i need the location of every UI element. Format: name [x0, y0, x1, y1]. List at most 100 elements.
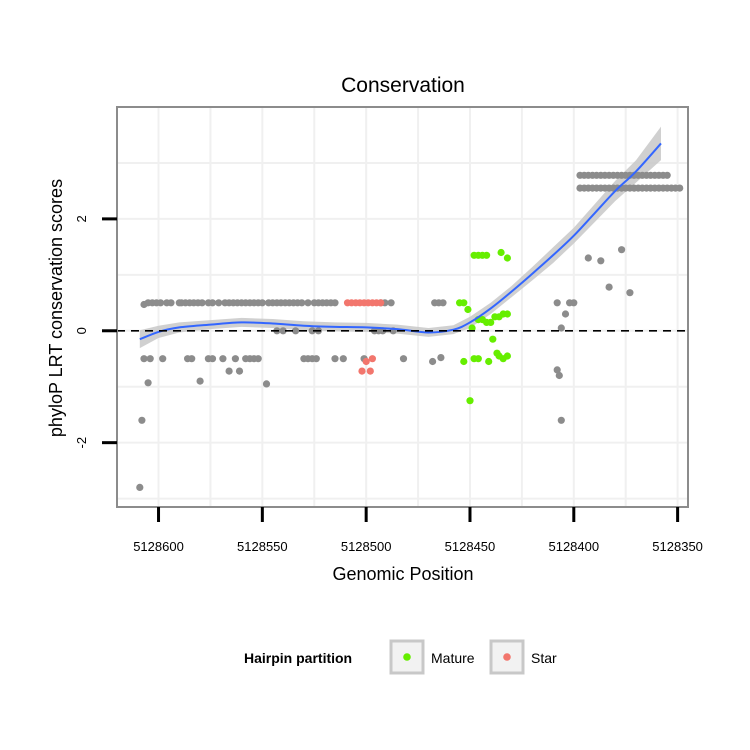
data-point-other [146, 355, 154, 363]
data-point-other [219, 355, 227, 363]
data-point-other [196, 377, 204, 385]
data-point-mature [483, 251, 491, 259]
y-tick-label: 2 [74, 215, 89, 222]
data-point-other [387, 299, 395, 307]
data-point-mature [493, 349, 501, 357]
legend: Hairpin partition Mature Star [244, 639, 557, 675]
series-mature [456, 248, 511, 405]
legend-entry-mature: Mature [389, 639, 475, 675]
plot-panel [116, 106, 689, 508]
data-point-other [254, 355, 262, 363]
data-point-mature [468, 324, 476, 332]
data-point-star [366, 367, 374, 375]
data-point-other [557, 416, 565, 424]
data-point-other [312, 355, 320, 363]
data-point-other [167, 299, 175, 307]
data-point-other [235, 367, 244, 375]
legend-key-mature [403, 653, 411, 661]
data-point-other [439, 299, 447, 307]
data-point-other [304, 299, 312, 307]
data-point-mature [466, 397, 474, 405]
data-point-other [339, 355, 347, 363]
legend-entries: Mature Star [389, 639, 557, 675]
data-point-mature [487, 318, 495, 326]
data-point-other [198, 299, 206, 307]
x-axis-title: Genomic Position [332, 564, 473, 584]
data-points [136, 171, 684, 491]
legend-label: Star [531, 650, 557, 666]
y-axis-title: phyloP LRT conservation scores [46, 179, 66, 437]
x-axis: 5128600 5128550 5128500 5128450 5128400 51283… [133, 507, 703, 554]
data-point-other [279, 327, 287, 335]
data-point-other [136, 483, 144, 491]
data-point-other [555, 371, 563, 380]
data-point-star [362, 357, 370, 366]
smooth-line [139, 142, 662, 341]
data-point-other [553, 299, 561, 307]
legend-entry-star: Star [489, 639, 557, 675]
data-point-other [597, 257, 605, 265]
data-point-other [584, 254, 592, 262]
data-point-other [159, 355, 167, 363]
series-star [343, 299, 385, 375]
data-point-star [368, 355, 376, 363]
chart-title: Conservation [341, 74, 465, 97]
data-point-other [399, 355, 408, 363]
legend-label: Mature [431, 650, 475, 666]
data-point-mature [503, 254, 511, 262]
data-point-other [258, 299, 266, 307]
plot-background [117, 107, 688, 507]
data-point-other [215, 299, 223, 307]
data-point-other [557, 324, 565, 332]
y-tick-label: -2 [74, 437, 89, 449]
data-point-other [208, 299, 217, 307]
data-point-mature [503, 310, 511, 318]
data-point-mature [460, 357, 468, 366]
panel-border [116, 106, 689, 508]
data-point-other [570, 299, 578, 307]
grid-lines [117, 107, 688, 507]
data-point-mature [464, 305, 472, 314]
y-tick-label: 0 [74, 327, 89, 334]
data-point-other [262, 380, 271, 388]
y-axis: -2 0 2 [74, 215, 117, 448]
data-point-other [188, 355, 196, 363]
data-point-other [331, 355, 339, 363]
data-point-other [292, 327, 300, 335]
data-point-other [208, 355, 217, 363]
data-point-mature [489, 335, 497, 343]
data-point-other [138, 416, 146, 424]
data-point-star [358, 367, 366, 375]
data-point-mature [485, 357, 493, 366]
data-point-mature [474, 355, 482, 363]
data-point-other [140, 355, 148, 363]
legend-key-box [489, 639, 525, 675]
data-point-other [331, 299, 339, 307]
data-point-other [298, 299, 306, 307]
data-point-mature [497, 248, 505, 257]
data-point-star [377, 299, 385, 307]
data-point-other [618, 246, 626, 254]
data-point-other [663, 171, 671, 179]
x-tick-label: 5128450 [445, 539, 496, 554]
data-point-other [225, 367, 233, 375]
data-point-other [561, 310, 570, 318]
x-tick-label: 5128550 [237, 539, 288, 554]
legend-key-star [503, 653, 511, 661]
x-tick-label: 5128350 [652, 539, 703, 554]
data-point-mature [460, 299, 468, 307]
legend-title: Hairpin partition [244, 650, 352, 666]
data-point-other [626, 289, 634, 297]
data-point-mature [503, 352, 511, 360]
series-other [136, 171, 684, 491]
data-point-other [553, 366, 561, 374]
smooth-trend-line [139, 142, 662, 341]
data-point-other [605, 283, 613, 291]
data-point-other [231, 355, 239, 363]
x-tick-label: 5128400 [548, 539, 599, 554]
x-tick-label: 5128600 [133, 539, 184, 554]
data-point-other [676, 184, 684, 192]
data-point-other [437, 354, 445, 362]
x-tick-label: 5128500 [341, 539, 392, 554]
